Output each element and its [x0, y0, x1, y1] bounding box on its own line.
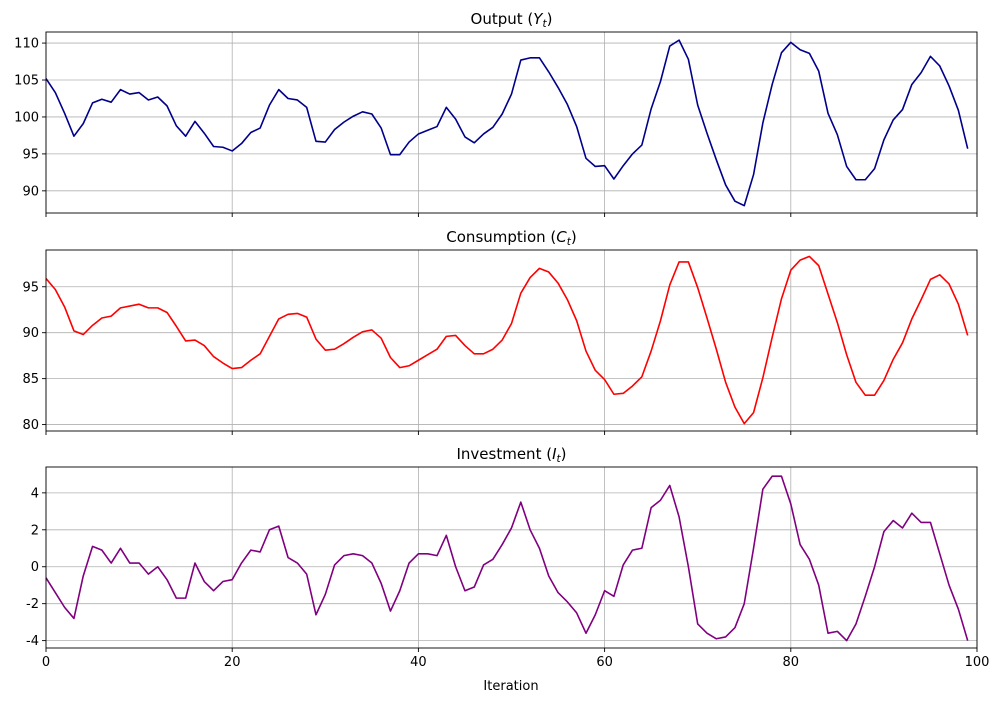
investment-y-tick-label: -2 — [26, 597, 39, 612]
consumption-y-tick-label: 80 — [22, 418, 39, 433]
x-tick-label: 0 — [42, 655, 50, 670]
consumption-y-tick-label: 95 — [22, 280, 39, 295]
investment-y-tick-label: 4 — [31, 486, 39, 501]
x-tick-label: 20 — [224, 655, 241, 670]
consumption-y-tick-label: 90 — [22, 326, 39, 341]
output-y-tick-label: 90 — [22, 184, 39, 199]
investment-title: Investment (It) — [456, 445, 566, 465]
output-panel: 90 95 100 105 110 Output (Yt) — [14, 10, 978, 217]
output-y-tick-label: 95 — [22, 147, 39, 162]
x-tick-label: 100 — [965, 655, 990, 670]
output-y-tick-label: 105 — [14, 74, 39, 89]
output-title: Output (Yt) — [471, 10, 553, 30]
investment-y-tick-label: 0 — [31, 560, 39, 575]
output-y-tick-label: 100 — [14, 110, 39, 125]
x-tick-label: 80 — [783, 655, 800, 670]
output-y-tick-label: 110 — [14, 37, 39, 52]
x-tick-label: 60 — [596, 655, 613, 670]
consumption-panel: 80 85 90 95 Consumption (Ct) — [22, 228, 978, 435]
consumption-series-line — [45, 255, 969, 425]
investment-y-tick-label: -4 — [26, 634, 39, 649]
investment-series-line — [45, 475, 969, 642]
consumption-title: Consumption (Ct) — [446, 228, 576, 248]
x-axis-label: Iteration — [483, 679, 538, 694]
output-series-line — [45, 39, 969, 207]
investment-y-tick-label: 2 — [31, 523, 39, 538]
investment-axes-frame — [45, 466, 978, 649]
consumption-y-tick-label: 85 — [22, 372, 39, 387]
x-tick-label: 40 — [410, 655, 427, 670]
output-axes-frame — [45, 31, 978, 214]
consumption-axes-frame — [45, 249, 978, 432]
investment-panel: 0 20 40 60 80 100 -4 -2 0 2 4 Investment (It) — [26, 445, 989, 670]
